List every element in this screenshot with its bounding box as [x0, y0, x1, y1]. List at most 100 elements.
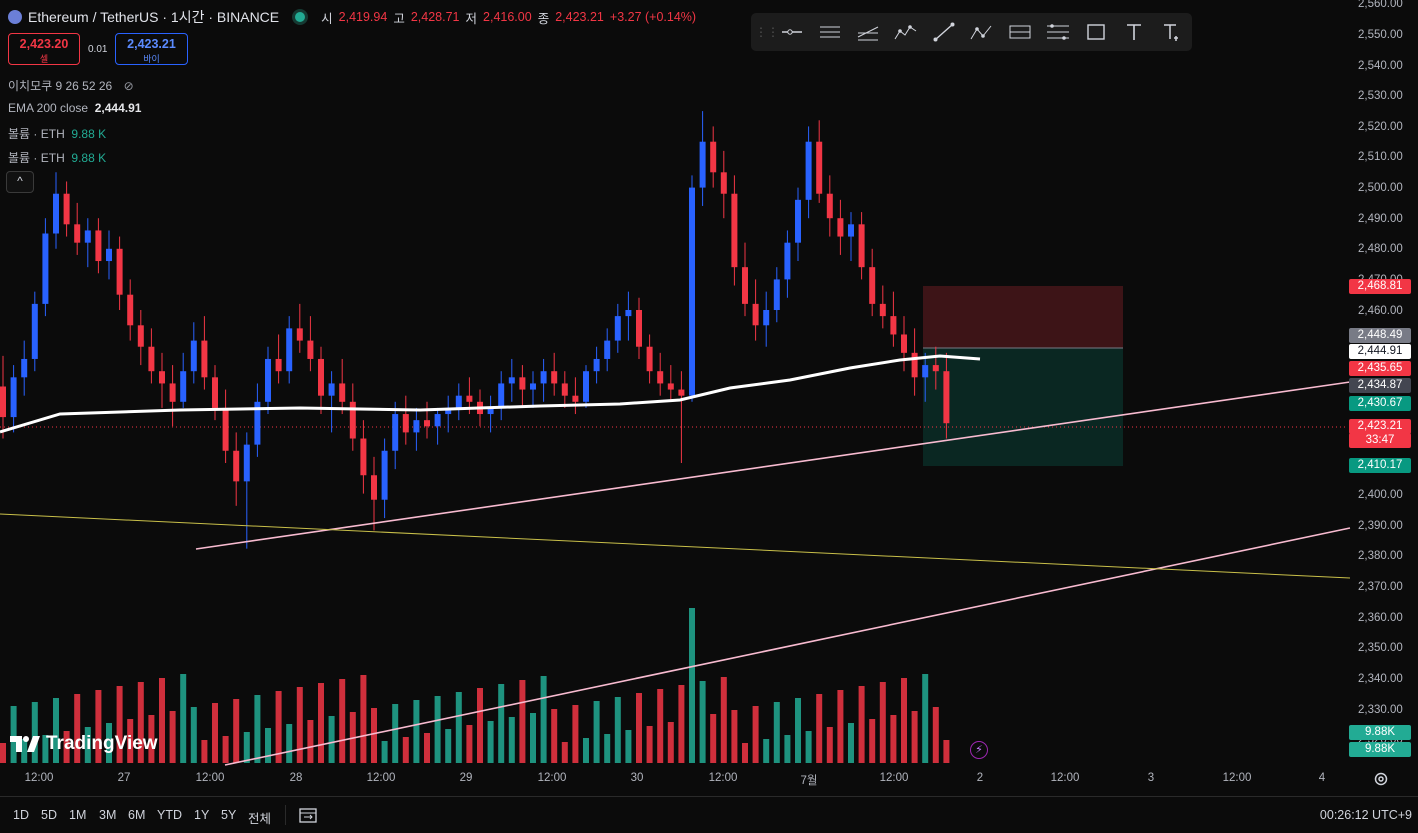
timeframe-1m[interactable]: 1M [69, 808, 87, 822]
candle[interactable] [508, 377, 515, 384]
candle[interactable] [879, 303, 886, 317]
candle[interactable] [74, 224, 81, 243]
candle[interactable] [455, 395, 462, 408]
candle[interactable] [848, 224, 854, 237]
candle[interactable] [911, 352, 918, 378]
buy-button[interactable]: 2,423.21 바이 [115, 33, 188, 65]
candle[interactable] [95, 230, 102, 262]
candle[interactable] [826, 193, 833, 219]
candle[interactable] [445, 407, 452, 415]
candle[interactable] [413, 420, 420, 433]
rectangle-icon[interactable] [1077, 13, 1115, 51]
candle[interactable] [0, 386, 6, 418]
candle[interactable] [773, 279, 780, 310]
candle[interactable] [137, 325, 144, 347]
candle[interactable] [212, 377, 218, 408]
candle[interactable] [795, 199, 801, 243]
candle[interactable] [805, 141, 812, 200]
text-icon[interactable] [1115, 13, 1153, 51]
candle[interactable] [498, 383, 505, 408]
candle[interactable] [530, 383, 536, 390]
candle[interactable] [381, 450, 388, 500]
parallel-channel-icon[interactable] [811, 13, 849, 51]
volume-legend-1[interactable]: 볼륨 · ETH 9.88 K [8, 127, 107, 141]
candle[interactable] [201, 340, 208, 378]
timeframe-all[interactable]: 전체 [248, 812, 272, 826]
candle[interactable] [561, 383, 568, 396]
candle[interactable] [63, 193, 70, 225]
timeframe-5d[interactable]: 5D [41, 808, 57, 822]
candle[interactable] [169, 383, 176, 402]
candle[interactable] [583, 371, 589, 402]
trend-line-icon[interactable] [925, 13, 963, 51]
candle[interactable] [625, 310, 632, 317]
timeframe-6m[interactable]: 6M [128, 808, 146, 822]
fib-channel-icon[interactable] [1039, 13, 1077, 51]
candle[interactable] [816, 141, 823, 194]
abcd-pattern-icon[interactable] [963, 13, 1001, 51]
candle[interactable] [869, 267, 876, 304]
candle[interactable] [31, 303, 38, 359]
sell-button[interactable]: 2,423.20 셀 [8, 33, 80, 65]
symbol-header[interactable]: Ethereum / TetherUS · 1시간 · BINANCE 시 2,4… [8, 7, 696, 27]
candle[interactable] [922, 365, 929, 378]
candle[interactable] [890, 316, 897, 335]
candle[interactable] [572, 395, 579, 402]
price-chart[interactable] [0, 0, 1418, 796]
timeframe-1y[interactable]: 1Y [194, 808, 210, 822]
collapse-legend-button[interactable]: ^ [6, 171, 34, 193]
gear-icon[interactable] [1373, 771, 1389, 787]
elliott-wave-icon[interactable] [887, 13, 925, 51]
horizontal-ray-icon[interactable] [773, 13, 811, 51]
candle[interactable] [752, 303, 759, 326]
candle[interactable] [254, 401, 261, 445]
candle[interactable] [720, 172, 727, 194]
candle[interactable] [858, 224, 865, 268]
upper-trend-line[interactable] [195, 381, 1351, 550]
timeframe-ytd[interactable]: YTD [157, 808, 182, 822]
candle[interactable] [487, 407, 494, 415]
candle[interactable] [402, 414, 409, 433]
ichimoku-legend[interactable]: 이치모쿠 9 26 52 26 ⊘ [8, 79, 134, 93]
ema-200-line[interactable] [0, 354, 981, 434]
candle[interactable] [360, 438, 367, 476]
candle[interactable] [466, 395, 473, 402]
candle[interactable] [519, 377, 526, 390]
target-zone[interactable] [923, 348, 1123, 466]
candle[interactable] [339, 383, 346, 402]
candle[interactable] [614, 316, 621, 341]
candle[interactable] [42, 233, 49, 304]
candle[interactable] [837, 218, 844, 237]
support-line[interactable] [0, 513, 1351, 579]
candle[interactable] [434, 414, 441, 427]
candle[interactable] [667, 383, 674, 390]
candle[interactable] [307, 340, 314, 359]
candle[interactable] [932, 365, 939, 372]
candle[interactable] [222, 407, 229, 451]
candle[interactable] [784, 242, 791, 280]
candle[interactable] [710, 141, 717, 173]
candle[interactable] [275, 358, 282, 372]
lower-trend-line[interactable] [224, 527, 1351, 766]
candle[interactable] [636, 310, 642, 347]
tradingview-logo[interactable]: TradingView [10, 733, 158, 755]
timeframe-5y[interactable]: 5Y [221, 808, 237, 822]
anchored-text-icon[interactable] [1153, 13, 1191, 51]
candle[interactable] [593, 358, 600, 372]
candle[interactable] [296, 328, 303, 341]
range-icon[interactable] [1001, 13, 1039, 51]
candle[interactable] [328, 383, 335, 396]
candle[interactable] [678, 389, 685, 396]
candle[interactable] [349, 401, 356, 439]
lightning-icon[interactable]: ⚡ [970, 741, 988, 759]
candle[interactable] [233, 450, 240, 482]
candle[interactable] [190, 340, 197, 372]
candle[interactable] [243, 444, 250, 482]
timeframe-3m[interactable]: 3M [99, 808, 117, 822]
symbol-title[interactable]: Ethereum / TetherUS · 1시간 · BINANCE [28, 9, 280, 25]
eye-hidden-icon[interactable]: ⊘ [123, 79, 134, 93]
candle[interactable] [657, 371, 664, 384]
candle[interactable] [424, 420, 430, 427]
candle[interactable] [159, 371, 165, 384]
volume-legend-2[interactable]: 볼륨 · ETH 9.88 K [8, 151, 107, 165]
